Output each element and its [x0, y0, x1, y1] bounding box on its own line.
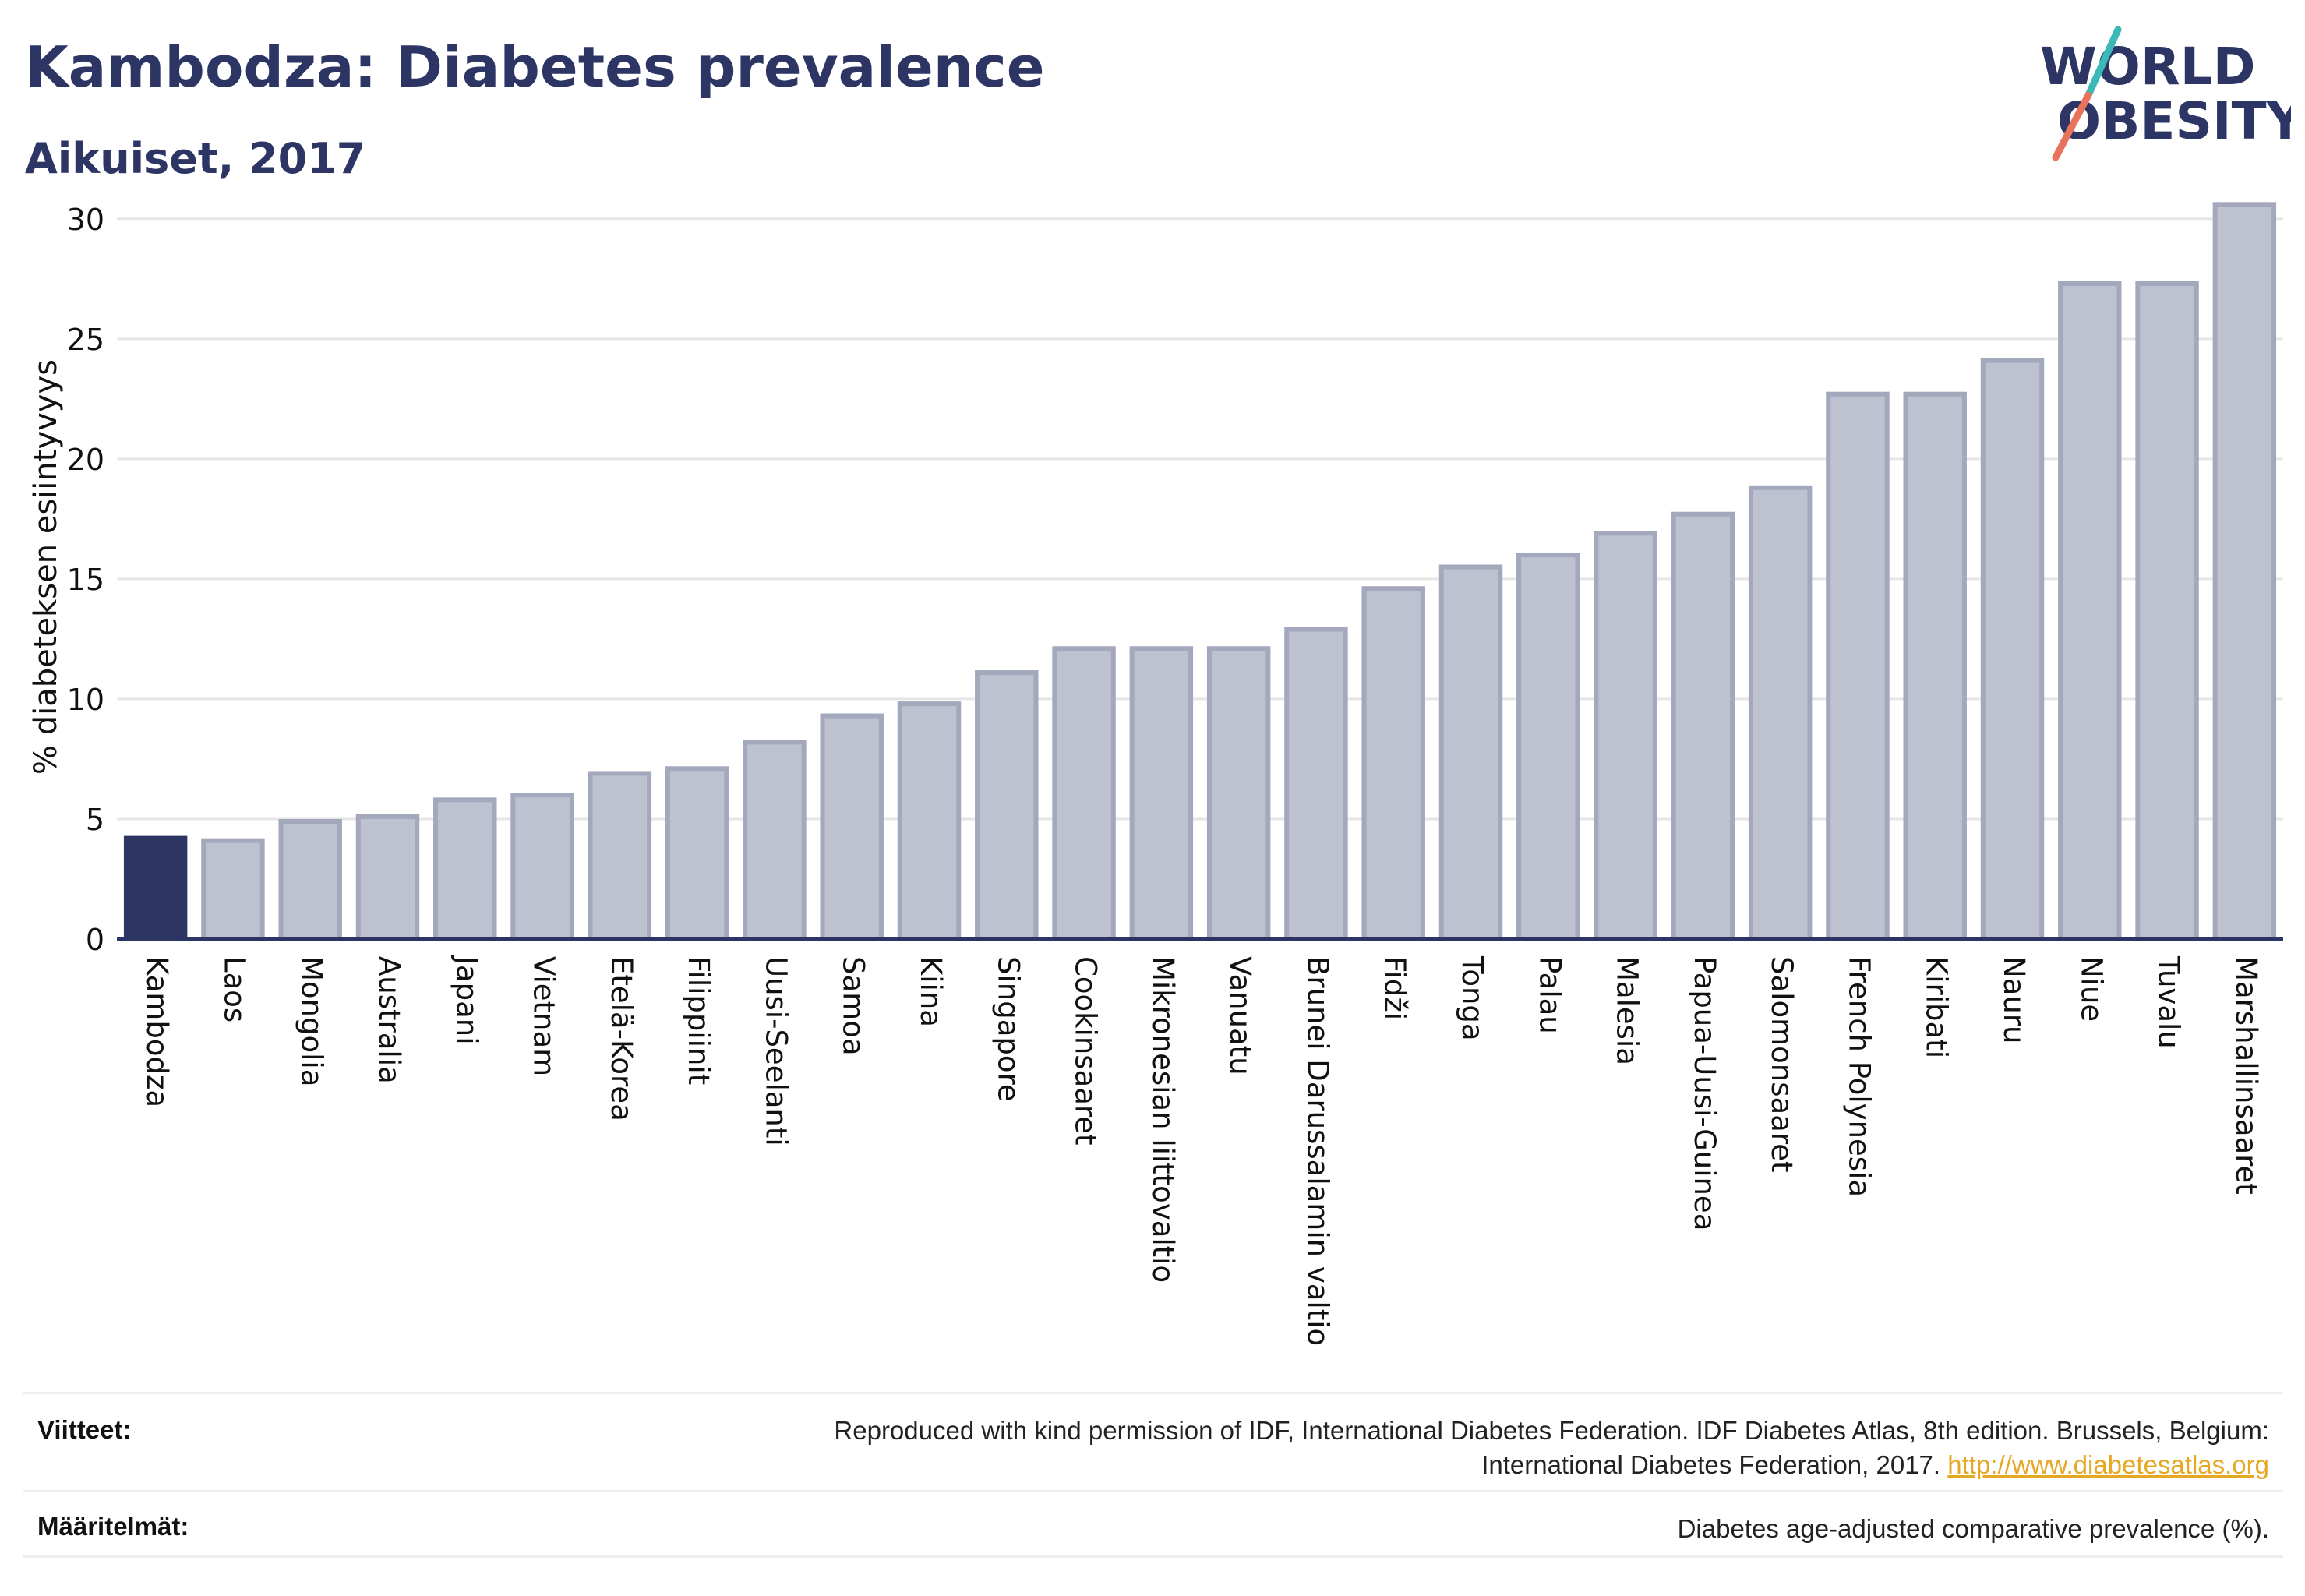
bar-samoa: [820, 713, 884, 941]
x-tick-label: Australia: [372, 956, 406, 1084]
x-tick-label: Uusi-Seelanti: [759, 956, 792, 1146]
bar-palau: [1516, 553, 1580, 942]
bar-uusi-seelanti: [743, 740, 807, 941]
x-tick-label: Niue: [2074, 956, 2108, 1022]
y-tick-label: 5: [86, 803, 104, 837]
logo-text-world: WORLD: [2040, 37, 2256, 97]
x-tick-label: Tuvalu: [2152, 955, 2186, 1049]
x-tick-labels: Kambodza Laos Mongolia Australia Japani Vietn…: [140, 955, 2263, 1346]
y-tick-label: 20: [67, 443, 104, 477]
page-title: Kambodza: Diabetes prevalence: [25, 34, 1045, 100]
definitions-text: Diabetes age-adjusted comparative preval…: [1677, 1514, 2269, 1543]
x-tick-label: Filippiinit: [682, 956, 715, 1085]
logo-slash-bottom: [2052, 91, 2092, 161]
sources-text: Reproduced with kind permission of IDF, …: [834, 1414, 2269, 1482]
bar-laos: [201, 838, 265, 942]
y-axis-title: % diabeteksen esiintyvyys: [28, 359, 64, 775]
y-tick-labels: 0 5 10 15 20 25 30: [67, 203, 104, 957]
sources-label: Viitteet:: [37, 1415, 132, 1444]
bar-cookinsaaret: [1052, 646, 1116, 941]
x-tick-label: Salomonsaaret: [1765, 956, 1798, 1173]
y-tick-label: 15: [67, 563, 104, 597]
bar-singapore: [975, 670, 1039, 941]
x-tick-label: Papua-Uusi-Guinea: [1688, 956, 1721, 1231]
bars: [123, 202, 2277, 942]
sources-text-line2: International Diabetes Federation, 2017.: [1481, 1450, 1941, 1479]
bar-tonga: [1438, 564, 1503, 941]
x-tick-label: Mikronesian liittovaltio: [1146, 956, 1180, 1283]
x-tick-label: Vanuatu: [1223, 956, 1257, 1075]
x-tick-label: Laos: [217, 956, 251, 1022]
x-tick-label: Kambodza: [140, 956, 174, 1107]
bar-kiribati: [1903, 391, 1967, 941]
x-tick-label: Mongolia: [295, 956, 329, 1086]
y-tick-label: 10: [67, 683, 104, 717]
bar-french-polynesia: [1826, 391, 1890, 941]
bar-papua-uusi-guinea: [1671, 511, 1735, 941]
bar-japani: [433, 797, 497, 942]
sources-link[interactable]: http://www.diabetesatlas.org: [1947, 1450, 2269, 1479]
bar-etel-korea: [588, 771, 652, 941]
bar-fid-i: [1361, 586, 1425, 942]
footer-definitions-row: Määritelmät: Diabetes age-adjusted compa…: [23, 1490, 2283, 1557]
bar-niue: [2058, 281, 2122, 941]
y-tick-label: 25: [67, 323, 104, 357]
page-subtitle: Aikuiset, 2017: [25, 134, 366, 183]
bar-salomonsaaret: [1748, 485, 1813, 941]
bar-kambodza: [123, 835, 188, 942]
bar-mikronesian-liittovaltio: [1129, 646, 1194, 941]
x-tick-label: Malesia: [1611, 956, 1644, 1065]
x-tick-label: Japani: [450, 955, 483, 1044]
y-tick-label: 30: [67, 203, 104, 237]
bar-tuvalu: [2135, 281, 2199, 941]
x-tick-label: Fidži: [1378, 956, 1412, 1020]
bar-mongolia: [278, 819, 342, 941]
world-obesity-logo: WORLD OBESITY: [2040, 26, 2291, 161]
x-tick-label: French Polynesia: [1842, 956, 1876, 1197]
bar-kiina: [897, 701, 962, 942]
bar-filippiinit: [665, 766, 729, 941]
x-tick-label: Brunei Darussalamin valtio: [1301, 956, 1334, 1346]
bar-chart: 0 5 10 15 20 25 30 Kambodza Laos Mongolia Austral…: [28, 202, 2283, 1346]
x-tick-label: Cookinsaaret: [1069, 956, 1103, 1146]
bar-vietnam: [510, 793, 574, 942]
sources-text-line1: Reproduced with kind permission of IDF, …: [834, 1416, 2269, 1445]
bar-vanuatu: [1206, 646, 1271, 941]
footer-divider-middle: [23, 1490, 2283, 1492]
bar-marshallinsaaret: [2212, 202, 2277, 941]
footer-divider-bottom: [23, 1555, 2283, 1558]
x-tick-label: Kiribati: [1920, 956, 1954, 1058]
x-tick-label: Vietnam: [528, 956, 561, 1076]
x-tick-label: Tonga: [1456, 955, 1489, 1041]
bar-nauru: [1980, 358, 2045, 941]
x-tick-label: Nauru: [1997, 956, 2031, 1043]
x-tick-label: Etelä-Korea: [605, 956, 638, 1121]
y-tick-label: 0: [86, 923, 104, 957]
logo-slash-top: [2084, 26, 2122, 99]
bar-malesia: [1594, 531, 1657, 941]
footer-sources-row: Viitteet: Reproduced with kind permissio…: [23, 1392, 2283, 1492]
x-tick-label: Singapore: [991, 956, 1025, 1102]
logo-text-obesity: OBESITY: [2057, 91, 2291, 151]
footer-divider-top: [23, 1392, 2283, 1394]
x-tick-label: Samoa: [837, 956, 870, 1056]
x-tick-label: Kiina: [914, 956, 948, 1027]
bar-australia: [355, 814, 420, 941]
definitions-label: Määritelmät:: [37, 1512, 189, 1541]
bar-brunei-darussalamin-valtio: [1284, 627, 1348, 942]
x-tick-label: Palau: [1533, 956, 1566, 1034]
x-tick-label: Marshallinsaaret: [2229, 956, 2263, 1195]
